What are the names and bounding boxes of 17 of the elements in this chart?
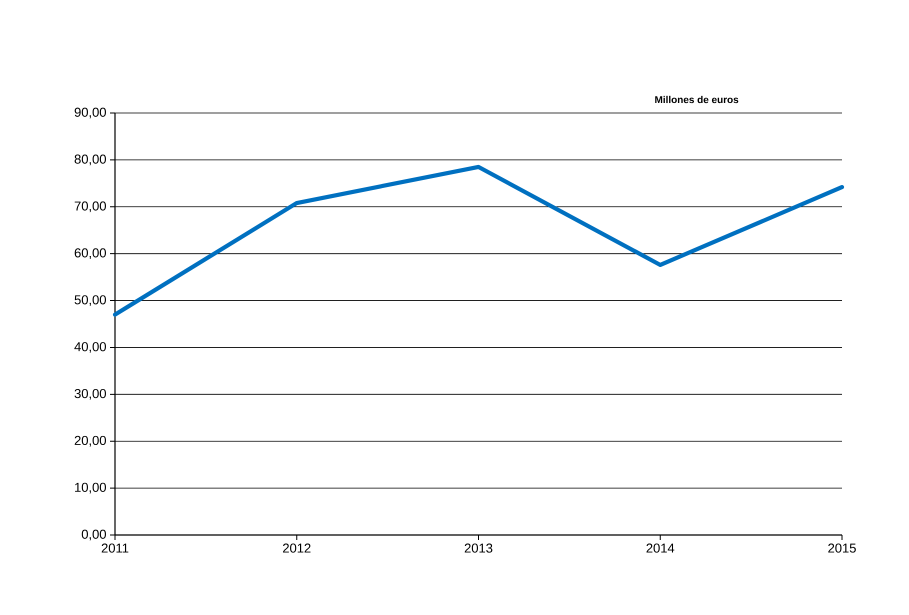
y-tick-label: 0,00 <box>82 530 106 540</box>
y-tick-label: 50,00 <box>74 295 106 306</box>
y-tick-label: 40,00 <box>74 342 106 353</box>
x-tick-label: 2014 <box>646 544 674 553</box>
y-tick-label: 30,00 <box>74 388 106 400</box>
y-tick-label: 10,00 <box>75 482 106 494</box>
y-tick-label: 20,00 <box>74 436 106 447</box>
y-tick-label: 70,00 <box>74 201 106 212</box>
x-tick-label: 2013 <box>464 544 492 553</box>
line-series <box>112 164 844 317</box>
y-tick-label: 90,00 <box>74 108 106 118</box>
y-axis-title: Millones de euros <box>655 96 738 104</box>
y-tick-label: 60,00 <box>74 248 106 260</box>
x-tick-label: 2011 <box>102 544 128 553</box>
x-tick-label: 2012 <box>283 544 310 553</box>
x-tick-label: 2015 <box>828 544 856 553</box>
y-tick-label: 80,00 <box>74 154 106 166</box>
